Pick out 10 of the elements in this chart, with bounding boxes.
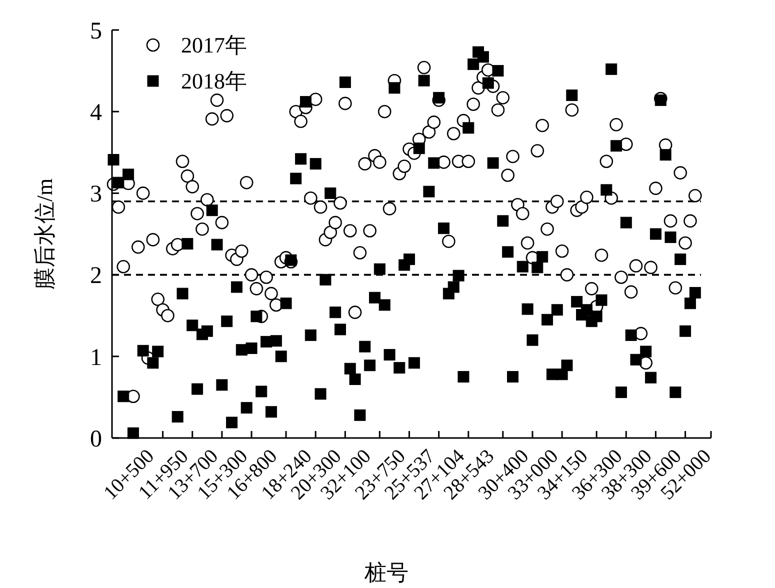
legend-label: 2017年 [181,32,247,58]
legend-label: 2018年 [181,68,247,94]
y-tick-label: 0 [90,426,102,452]
y-axis-title: 膜后水位/m [32,178,57,290]
y-tick-label: 2 [90,263,102,290]
y-tick-label: 5 [90,18,102,44]
x-axis-title: 桩号 [364,560,408,585]
y-tick-label: 1 [90,344,102,371]
y-tick-label: 4 [90,100,102,126]
y-tick-label: 3 [90,182,102,208]
